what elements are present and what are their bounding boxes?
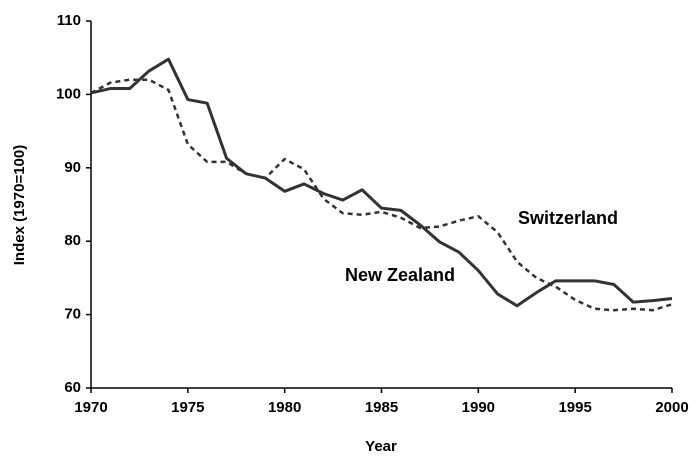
series-label: New Zealand — [345, 265, 455, 285]
series-label: Switzerland — [518, 208, 618, 228]
series-line — [90, 57, 673, 308]
y-axis-title: Index (1970=100) — [11, 145, 28, 266]
y-tick-label: 100 — [56, 85, 81, 102]
x-tick-label: 1970 — [74, 399, 107, 416]
y-tick-label: 70 — [64, 306, 81, 323]
y-tick-label: 90 — [64, 159, 81, 176]
x-tick-label: 1980 — [268, 399, 301, 416]
y-tick-label: 110 — [57, 12, 81, 29]
x-tick-label: 1985 — [365, 399, 398, 416]
x-axis-title: Year — [365, 438, 397, 455]
x-tick-label: 1995 — [558, 399, 591, 416]
x-tick-label: 1975 — [171, 399, 204, 416]
y-tick-label: 60 — [64, 379, 81, 396]
x-tick-label: 1990 — [462, 399, 495, 416]
x-tick-label: 2000 — [655, 399, 688, 416]
y-tick-label: 80 — [64, 232, 81, 249]
